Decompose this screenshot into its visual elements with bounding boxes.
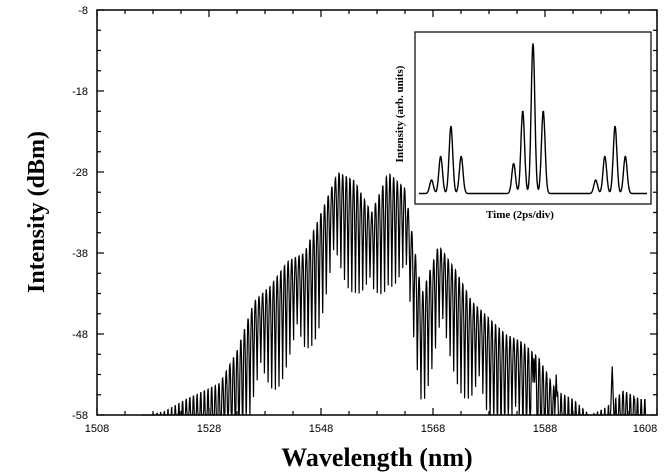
y-axis-ticks [97, 9, 657, 416]
x-tick-label: 1528 [197, 423, 221, 435]
inset-y-axis-title: Intensity (arb. units) [394, 65, 406, 162]
y-tick-label: -8 [78, 5, 88, 17]
inset-x-axis-title: Time (2ps/div) [486, 209, 554, 221]
inset-chart: Time (2ps/div) Intensity (arb. units) [394, 31, 652, 221]
x-axis-tick-labels: 1508 1528 1548 1568 1588 1608 [85, 423, 657, 435]
x-tick-label: 1608 [633, 423, 657, 435]
inset-pulse-trace [419, 43, 647, 195]
x-tick-label: 1568 [421, 423, 445, 435]
y-tick-label: -38 [72, 248, 88, 260]
x-axis-ticks [96, 10, 658, 415]
x-tick-label: 1548 [309, 423, 333, 435]
x-tick-label: 1588 [533, 423, 557, 435]
x-axis-title: Wavelength (nm) [281, 443, 472, 472]
y-tick-label: -48 [72, 329, 88, 341]
y-tick-label: -28 [72, 167, 88, 179]
x-tick-label: 1508 [85, 423, 109, 435]
inset-frame [414, 31, 652, 205]
y-axis-title: Intensity (dBm) [24, 131, 50, 293]
y-axis-tick-labels: -8 -18 -28 -38 -48 -58 [72, 5, 88, 422]
spectrum-trace [141, 172, 647, 416]
y-tick-label: -58 [72, 410, 88, 422]
y-tick-label: -18 [72, 86, 88, 98]
